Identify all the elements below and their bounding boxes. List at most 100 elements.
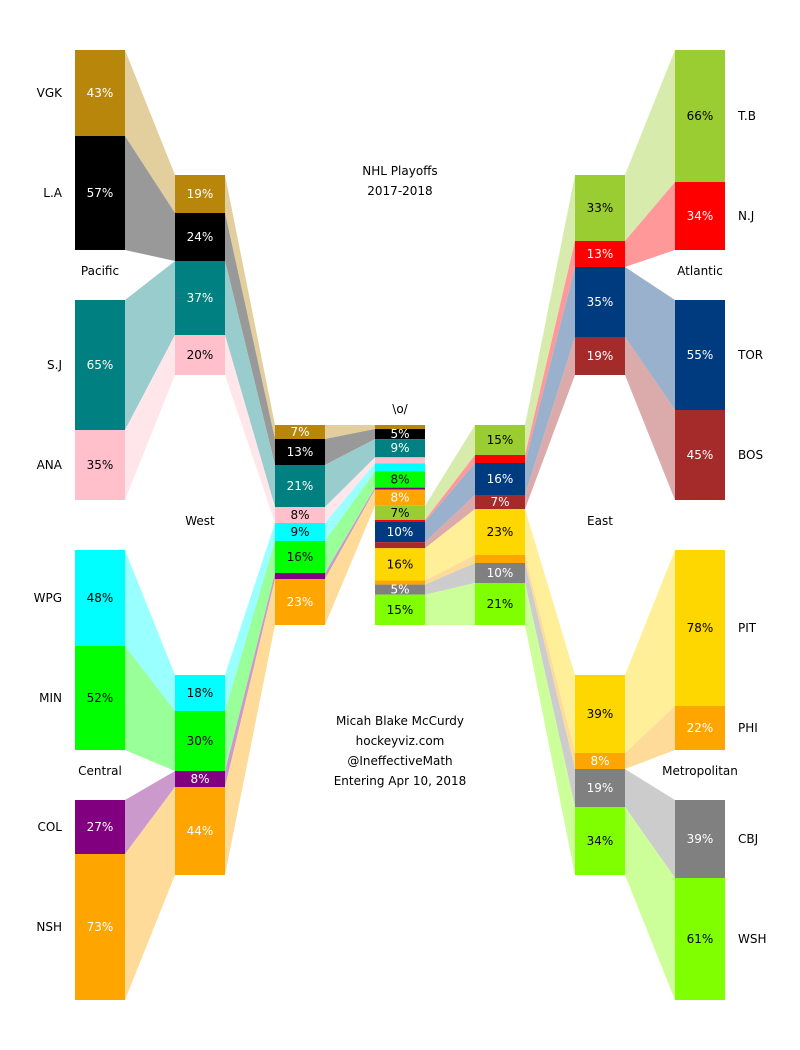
champion-min-bar bbox=[375, 471, 425, 488]
champion-nsh-bar bbox=[375, 489, 425, 506]
bracket-ribbons bbox=[125, 50, 675, 1000]
round2-ana-bar bbox=[175, 335, 225, 375]
round1-tor-team-label: TOR bbox=[737, 348, 763, 362]
round2-wsh-bar bbox=[575, 807, 625, 875]
champion-ana-bar bbox=[375, 457, 425, 464]
cf-ch-sj-ribbon bbox=[325, 439, 375, 507]
r1-r2-nj-ribbon bbox=[625, 182, 675, 267]
round1-pit-team-label: PIT bbox=[738, 621, 757, 635]
atlantic-division-label: Atlantic bbox=[677, 264, 723, 278]
conf-final-tor-bar bbox=[475, 463, 525, 495]
round1-la-pct-label: 57% bbox=[87, 186, 114, 200]
conf-final-nj-bar bbox=[475, 455, 525, 463]
cf-ch-vgk-ribbon bbox=[325, 425, 375, 439]
champion-sj-pct-label: 9% bbox=[390, 441, 409, 455]
conf-final-col-bar bbox=[275, 573, 325, 579]
r2-cf-phi-ribbon bbox=[525, 555, 575, 769]
round2-nsh-bar bbox=[175, 787, 225, 875]
round1-phi-team-label: PHI bbox=[738, 721, 758, 735]
r2-cf-sj-ribbon bbox=[225, 261, 275, 507]
conf-final-min-pct-label: 16% bbox=[287, 550, 314, 564]
conf-final-la-bar bbox=[275, 439, 325, 465]
round1-nj-pct-label: 34% bbox=[687, 209, 714, 223]
champion-cbj-pct-label: 5% bbox=[390, 583, 409, 597]
metropolitan-division-label: Metropolitan bbox=[662, 764, 738, 778]
cf-ch-bos-ribbon bbox=[425, 495, 475, 549]
round1-sj-bar bbox=[75, 300, 125, 430]
round2-vgk-pct-label: 19% bbox=[187, 187, 214, 201]
r2-cf-tb-ribbon bbox=[525, 175, 575, 455]
round1-ana-team-label: ANA bbox=[37, 458, 63, 472]
credit-date: Entering Apr 10, 2018 bbox=[334, 774, 467, 788]
round1-min-bar bbox=[75, 646, 125, 750]
round2-min-pct-label: 30% bbox=[187, 734, 214, 748]
round1-tb-team-label: T.B bbox=[737, 109, 756, 123]
champion-vgk-bar bbox=[375, 425, 425, 430]
r1-r2-pit-ribbon bbox=[625, 550, 675, 753]
round2-wpg-bar bbox=[175, 675, 225, 711]
cf-ch-ana-ribbon bbox=[325, 457, 375, 523]
round2-wpg-pct-label: 18% bbox=[187, 686, 214, 700]
round2-nj-bar bbox=[575, 241, 625, 267]
r1-r2-min-ribbon bbox=[125, 646, 175, 771]
round1-pit-pct-label: 78% bbox=[687, 621, 714, 635]
round2-nj-pct-label: 13% bbox=[587, 247, 614, 261]
r1-r2-sj-ribbon bbox=[125, 261, 175, 430]
champion-tb-bar bbox=[375, 505, 425, 520]
round1-vgk-bar bbox=[75, 50, 125, 136]
r2-cf-ana-ribbon bbox=[225, 335, 275, 523]
champion-la-pct-label: 5% bbox=[390, 427, 409, 441]
r1-r2-tb-ribbon bbox=[625, 50, 675, 241]
round2-cbj-pct-label: 19% bbox=[587, 781, 614, 795]
round1-nj-bar bbox=[675, 182, 725, 250]
round1-nsh-pct-label: 73% bbox=[87, 920, 114, 934]
round2-sj-pct-label: 37% bbox=[187, 291, 214, 305]
round1-tor-pct-label: 55% bbox=[687, 348, 714, 362]
conf-final-tor-pct-label: 16% bbox=[487, 472, 514, 486]
round1-phi-pct-label: 22% bbox=[687, 721, 714, 735]
conf-final-wsh-bar bbox=[475, 583, 525, 625]
round1-bos-bar bbox=[675, 410, 725, 500]
conf-final-vgk-pct-label: 7% bbox=[290, 425, 309, 439]
r2-cf-la-ribbon bbox=[225, 213, 275, 465]
champion-wpg-bar bbox=[375, 463, 425, 472]
round2-col-bar bbox=[175, 771, 225, 787]
cf-ch-tb-ribbon bbox=[425, 425, 475, 520]
champion-cbj-bar bbox=[375, 584, 425, 595]
round1-min-pct-label: 52% bbox=[87, 691, 114, 705]
round1-tor-bar bbox=[675, 300, 725, 410]
round1-min-team-label: MIN bbox=[39, 691, 62, 705]
champion-column-label: \o/ bbox=[392, 402, 408, 416]
r1-r2-vgk-ribbon bbox=[125, 50, 175, 213]
cf-ch-la-ribbon bbox=[325, 429, 375, 465]
r1-r2-nsh-ribbon bbox=[125, 787, 175, 1000]
cf-ch-pit-ribbon bbox=[425, 509, 475, 581]
conf-final-ana-bar bbox=[275, 507, 325, 523]
round1-wsh-team-label: WSH bbox=[738, 932, 767, 946]
round1-cbj-bar bbox=[675, 800, 725, 878]
round2-pit-pct-label: 39% bbox=[587, 707, 614, 721]
r2-cf-wpg-ribbon bbox=[225, 523, 275, 711]
champion-sj-bar bbox=[375, 439, 425, 458]
bracket-bars: 43% VGK 57% L.A 65% S.J 35% ANA 48% WPG 52% MIN 27% C… bbox=[34, 50, 767, 1000]
conf-final-nsh-pct-label: 23% bbox=[287, 595, 314, 609]
round1-nj-team-label: N.J bbox=[738, 209, 754, 223]
chart-subtitle: 2017-2018 bbox=[367, 184, 432, 198]
r2-cf-min-ribbon bbox=[225, 541, 275, 771]
conf-final-wsh-pct-label: 21% bbox=[487, 597, 514, 611]
round1-ana-pct-label: 35% bbox=[87, 458, 114, 472]
round2-vgk-bar bbox=[175, 175, 225, 213]
round1-wsh-pct-label: 61% bbox=[687, 932, 714, 946]
chart-title: NHL Playoffs bbox=[362, 164, 437, 178]
round2-phi-bar bbox=[575, 753, 625, 769]
round2-tb-pct-label: 33% bbox=[587, 201, 614, 215]
cf-ch-cbj-ribbon bbox=[425, 563, 475, 595]
round1-la-bar bbox=[75, 136, 125, 250]
round1-cbj-pct-label: 39% bbox=[687, 832, 714, 846]
conf-final-bos-pct-label: 7% bbox=[490, 495, 509, 509]
round2-tb-bar bbox=[575, 175, 625, 241]
round2-tor-pct-label: 35% bbox=[587, 295, 614, 309]
champion-wsh-pct-label: 15% bbox=[387, 603, 414, 617]
round1-wpg-pct-label: 48% bbox=[87, 591, 114, 605]
conf-final-cbj-pct-label: 10% bbox=[487, 566, 514, 580]
